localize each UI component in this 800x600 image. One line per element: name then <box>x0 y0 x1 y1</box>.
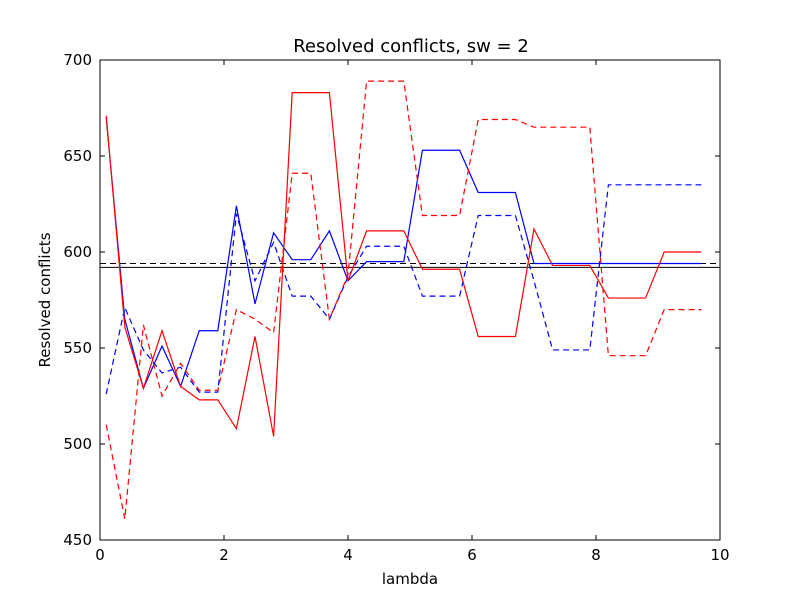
y-tick-label: 700 <box>63 51 92 69</box>
plot-area <box>100 80 720 519</box>
x-tick-label: 4 <box>343 546 353 564</box>
series-line-3 <box>105 92 702 437</box>
plot-frame <box>99 59 721 541</box>
x-tick-label: 2 <box>219 546 229 564</box>
x-tick-label: 8 <box>591 546 601 564</box>
series-line-1 <box>105 117 702 391</box>
x-tick-label: 10 <box>710 546 729 564</box>
y-tick-label: 450 <box>63 531 92 549</box>
y-tick-label: 550 <box>63 339 92 357</box>
x-axis: 0 2 4 6 8 10 <box>95 60 730 564</box>
x-axis-label: lambda <box>382 570 438 588</box>
y-axis: 450 500 550 600 650 700 <box>63 51 720 549</box>
y-tick-label: 650 <box>63 147 92 165</box>
y-tick-label: 500 <box>63 435 92 453</box>
chart-title: Resolved conflicts, sw = 2 <box>293 36 529 57</box>
y-tick-label: 600 <box>63 243 92 261</box>
x-tick-label: 0 <box>95 546 105 564</box>
x-tick-label: 6 <box>467 546 477 564</box>
y-axis-label: Resolved conflicts <box>36 232 54 367</box>
series-line-2 <box>105 184 702 395</box>
series-line-4 <box>105 80 702 519</box>
